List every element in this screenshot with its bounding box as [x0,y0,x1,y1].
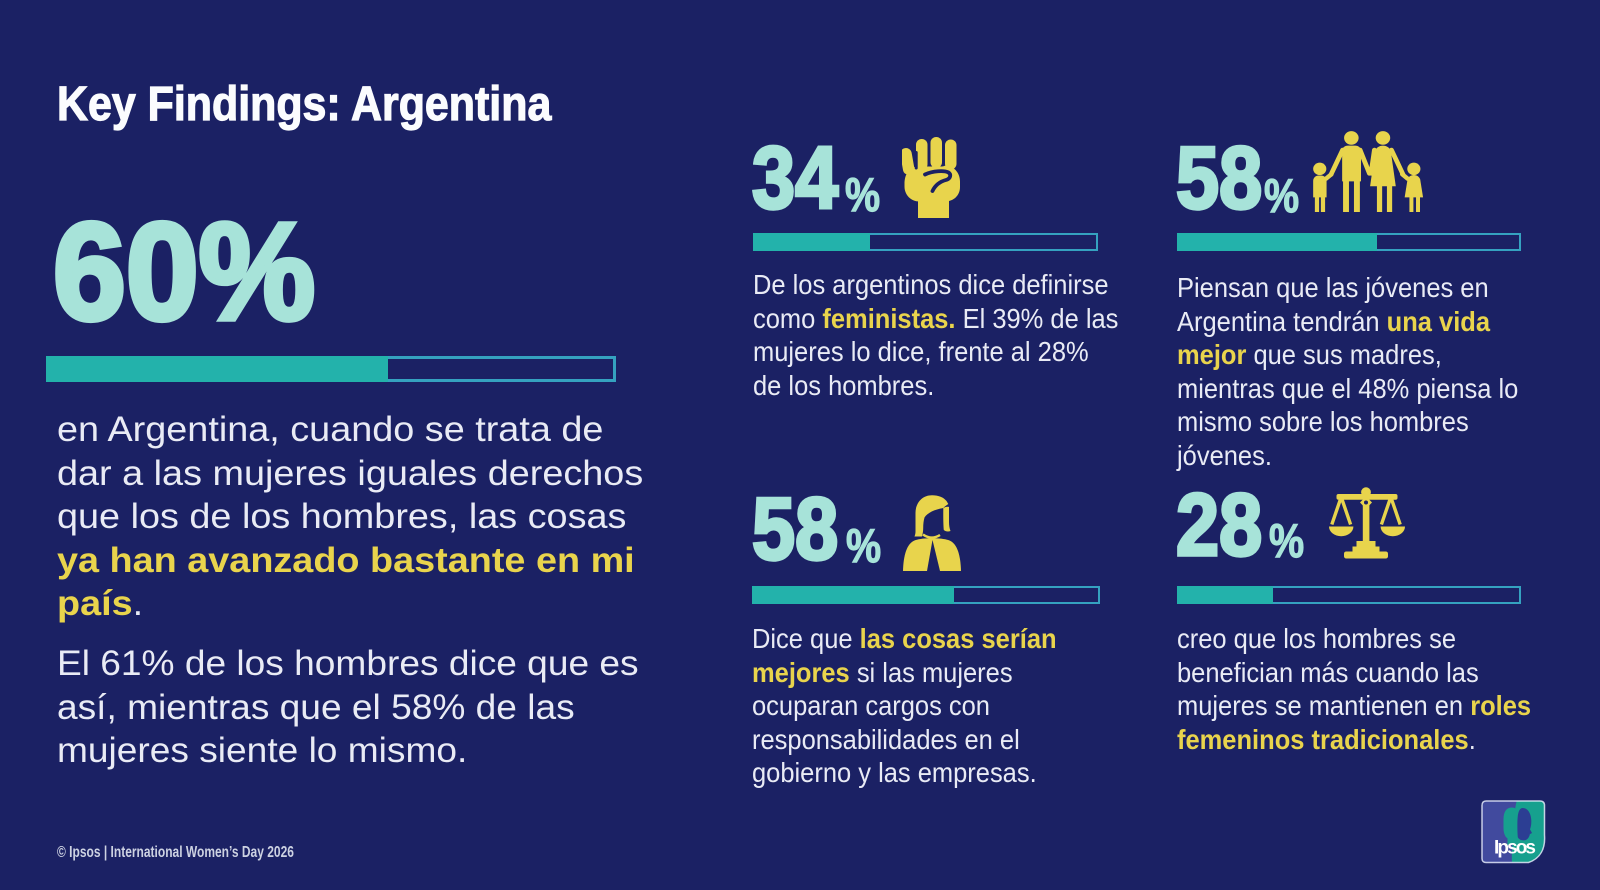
svg-text:Ipsos: Ipsos [1494,838,1536,859]
